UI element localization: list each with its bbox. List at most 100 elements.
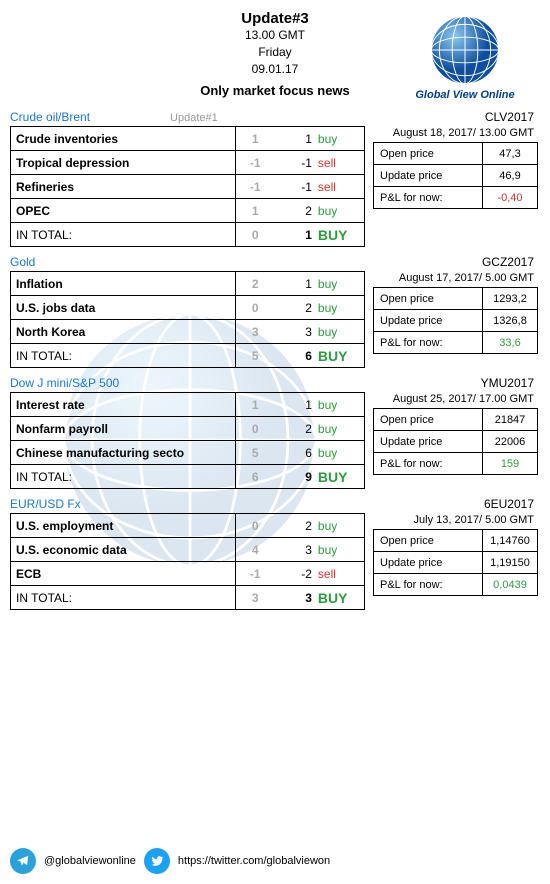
price-label: Update price xyxy=(374,552,483,574)
table-row: ECB -1 -2 sell xyxy=(11,562,365,586)
factor-prev: 2 xyxy=(235,272,274,296)
factor-prev: 1 xyxy=(235,393,274,417)
total-action: BUY xyxy=(314,223,365,247)
factor-action: buy xyxy=(314,320,365,344)
price-row: P&L for now: 0,0439 xyxy=(374,574,538,596)
factor-action: sell xyxy=(314,562,365,586)
price-row: Open price 1293,2 xyxy=(374,288,538,310)
factor-name: Nonfarm payroll xyxy=(11,417,236,441)
factor-prev: -1 xyxy=(235,151,274,175)
factor-prev: 4 xyxy=(235,538,274,562)
factor-action: sell xyxy=(314,151,365,175)
price-label: Update price xyxy=(374,165,483,187)
price-row: P&L for now: 159 xyxy=(374,453,538,475)
price-row: Update price 22006 xyxy=(374,431,538,453)
table-row: Nonfarm payroll 0 2 buy xyxy=(11,417,365,441)
total-action: BUY xyxy=(314,586,365,610)
factor-name: Refineries xyxy=(11,175,236,199)
price-label: Open price xyxy=(374,409,483,431)
factor-prev: 5 xyxy=(235,441,274,465)
factor-cur: 1 xyxy=(275,393,314,417)
factor-action: buy xyxy=(314,296,365,320)
total-row: IN TOTAL: 6 9 BUY xyxy=(11,465,365,489)
factor-name: Chinese manufacturing secto xyxy=(11,441,236,465)
price-label: P&L for now: xyxy=(374,187,483,209)
factor-action: buy xyxy=(314,393,365,417)
factors-table: Inflation 2 1 buyU.S. jobs data 0 2 buyN… xyxy=(10,271,365,368)
total-cur: 1 xyxy=(275,223,314,247)
price-label: Open price xyxy=(374,530,483,552)
price-value: 33,6 xyxy=(483,332,538,354)
twitter-url: https://twitter.com/globalviewon xyxy=(178,855,330,867)
factor-cur: -2 xyxy=(275,562,314,586)
factor-cur: 1 xyxy=(275,127,314,151)
price-label: Open price xyxy=(374,143,483,165)
factor-name: North Korea xyxy=(11,320,236,344)
factor-action: buy xyxy=(314,538,365,562)
price-row: Open price 1,14760 xyxy=(374,530,538,552)
ticker-header: YMU2017 August 25, 2017/ 17.00 GMT xyxy=(373,376,538,406)
factor-name: U.S. employment xyxy=(11,514,236,538)
factor-name: Tropical depression xyxy=(11,151,236,175)
footer: @globalviewonline https://twitter.com/gl… xyxy=(10,848,330,874)
total-row: IN TOTAL: 3 3 BUY xyxy=(11,586,365,610)
price-row: Open price 21847 xyxy=(374,409,538,431)
table-row: Crude inventories 1 1 buy xyxy=(11,127,365,151)
price-row: Update price 1,19150 xyxy=(374,552,538,574)
total-action: BUY xyxy=(314,344,365,368)
total-cur: 9 xyxy=(275,465,314,489)
factor-cur: -1 xyxy=(275,175,314,199)
ticker-date: August 17, 2017/ 5.00 GMT xyxy=(373,271,534,285)
factor-prev: 0 xyxy=(235,296,274,320)
logo: Global View Online xyxy=(410,10,520,101)
prices-table: Open price 1,14760Update price 1,19150P&… xyxy=(373,529,538,596)
logo-text: Global View Online xyxy=(410,89,520,101)
prices-table: Open price 47,3Update price 46,9P&L for … xyxy=(373,142,538,209)
factor-cur: 2 xyxy=(275,296,314,320)
section-name: Gold xyxy=(10,255,35,269)
globe-icon xyxy=(425,10,505,90)
update-label: Update#1 xyxy=(170,112,218,124)
factor-prev: 0 xyxy=(235,417,274,441)
total-label: IN TOTAL: xyxy=(11,465,236,489)
factor-prev: -1 xyxy=(235,175,274,199)
factor-name: U.S. economic data xyxy=(11,538,236,562)
prices-table: Open price 21847Update price 22006P&L fo… xyxy=(373,408,538,475)
factor-cur: -1 xyxy=(275,151,314,175)
telegram-handle: @globalviewonline xyxy=(44,855,136,867)
factor-action: sell xyxy=(314,175,365,199)
table-row: Refineries -1 -1 sell xyxy=(11,175,365,199)
price-value: 1293,2 xyxy=(483,288,538,310)
total-label: IN TOTAL: xyxy=(11,344,236,368)
table-row: Tropical depression -1 -1 sell xyxy=(11,151,365,175)
price-label: P&L for now: xyxy=(374,332,483,354)
header: Update#3 13.00 GMT Friday 09.01.17 Only … xyxy=(0,0,550,102)
factor-action: buy xyxy=(314,127,365,151)
telegram-icon[interactable] xyxy=(10,848,36,874)
factor-action: buy xyxy=(314,417,365,441)
total-row: IN TOTAL: 0 1 BUY xyxy=(11,223,365,247)
section-name: EUR/USD Fx xyxy=(10,497,81,511)
price-value: 21847 xyxy=(483,409,538,431)
factors-table: Crude inventories 1 1 buyTropical depres… xyxy=(10,126,365,247)
factor-action: buy xyxy=(314,199,365,223)
total-cur: 6 xyxy=(275,344,314,368)
factor-prev: 0 xyxy=(235,514,274,538)
factor-name: ECB xyxy=(11,562,236,586)
total-prev: 0 xyxy=(235,223,274,247)
price-value: 1326,8 xyxy=(483,310,538,332)
price-label: P&L for now: xyxy=(374,453,483,475)
total-prev: 5 xyxy=(235,344,274,368)
table-row: Chinese manufacturing secto 5 6 buy xyxy=(11,441,365,465)
price-row: P&L for now: 33,6 xyxy=(374,332,538,354)
factor-action: buy xyxy=(314,272,365,296)
total-row: IN TOTAL: 5 6 BUY xyxy=(11,344,365,368)
price-label: P&L for now: xyxy=(374,574,483,596)
factor-cur: 6 xyxy=(275,441,314,465)
twitter-icon[interactable] xyxy=(144,848,170,874)
factor-name: OPEC xyxy=(11,199,236,223)
market-section: Gold Inflation 2 1 buyU.S. jobs data 0 2 … xyxy=(0,255,550,368)
market-section: Crude oil/BrentUpdate#1Crude inventories… xyxy=(0,110,550,247)
table-row: North Korea 3 3 buy xyxy=(11,320,365,344)
factor-name: Crude inventories xyxy=(11,127,236,151)
